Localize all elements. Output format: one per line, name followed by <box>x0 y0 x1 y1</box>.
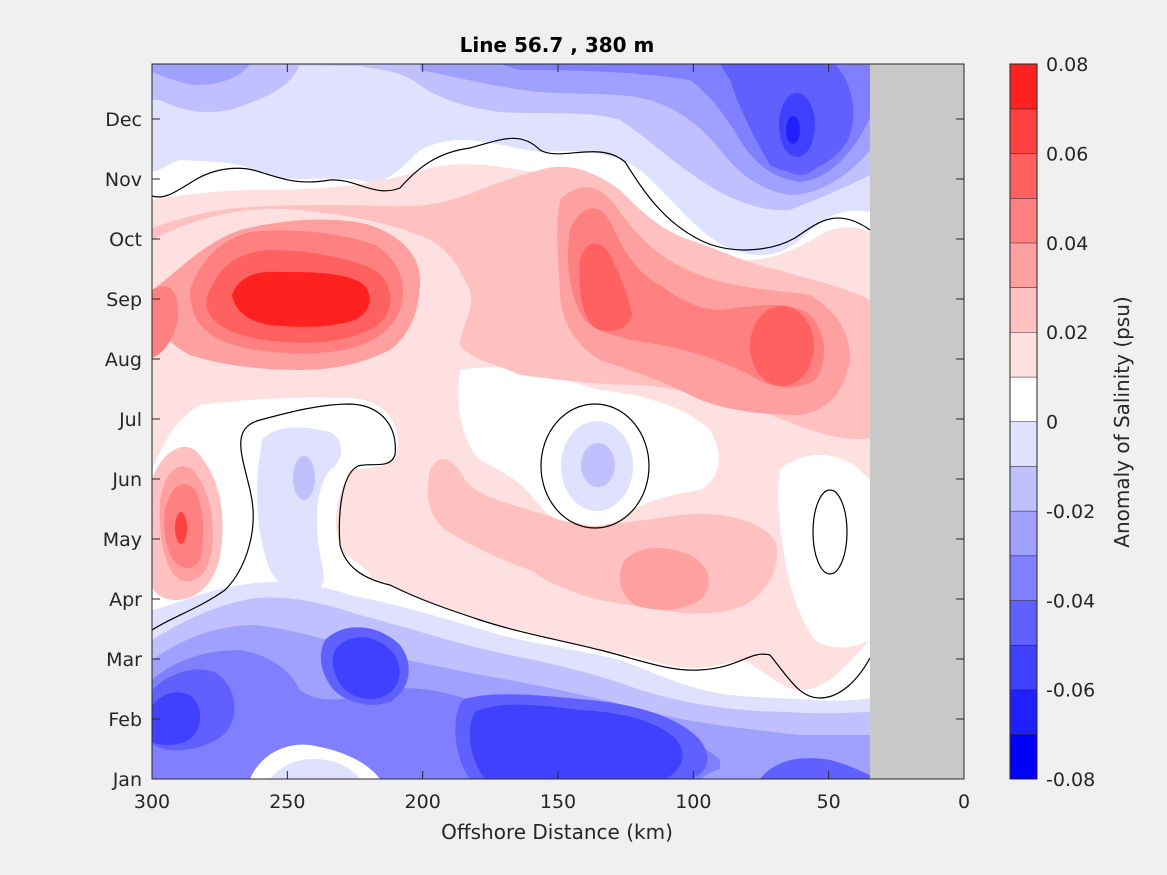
contour-fill-zero-right <box>777 455 870 648</box>
colorbar-band <box>1010 421 1037 467</box>
contour-fill-pos5b <box>579 243 632 332</box>
contour-fill-neg6-early <box>152 692 201 746</box>
contour-plot <box>152 64 870 779</box>
y-tick-label: Feb <box>108 709 142 731</box>
contour-fill-neg-junleft <box>256 427 342 594</box>
y-tick-label: Aug <box>105 349 142 371</box>
colorbar-band <box>1010 153 1037 199</box>
colorbar-band <box>1010 689 1037 735</box>
colorbar <box>1010 63 1037 779</box>
colorbar-band <box>1010 64 1037 109</box>
colorbar-band <box>1010 242 1037 288</box>
colorbar-tick-label: -0.04 <box>1046 590 1095 612</box>
colorbar-box <box>1009 63 1038 780</box>
contour-fill-neg-janright2 <box>700 766 760 779</box>
colorbar-tick-label: 0.02 <box>1046 322 1088 344</box>
x-tick-label: 150 <box>540 791 576 813</box>
x-tick-label: 250 <box>269 791 305 813</box>
x-tick-label: 300 <box>134 791 170 813</box>
contour-fill-pos4 <box>152 286 179 358</box>
contour-fill-neg2-junleft <box>293 456 315 500</box>
y-tick-label: Jun <box>111 469 142 491</box>
colorbar-tick-label: 0.08 <box>1046 54 1088 76</box>
contour-fill-pos-may4 <box>175 512 187 544</box>
colorbar-tick-label: 0.04 <box>1046 233 1088 255</box>
contour-fill-neg6c-early <box>469 704 683 779</box>
contour-fill-pos5c <box>750 306 814 386</box>
contour-fill-neg6b-early <box>332 637 400 699</box>
x-tick-label: 200 <box>405 791 441 813</box>
colorbar-band <box>1010 198 1037 243</box>
contour-fill-neg7-dec <box>786 116 800 144</box>
colorbar-band <box>1010 734 1037 779</box>
contour-fill-neg2-topleft <box>152 64 250 85</box>
colorbar-band <box>1010 287 1037 333</box>
contour-fill-neg-janright <box>760 758 870 779</box>
colorbar-band <box>1010 466 1037 511</box>
x-tick-label: 0 <box>958 791 970 813</box>
contour-line-zero-jul <box>152 403 870 699</box>
y-axis: Jan Feb Mar Apr May Jun Jul Aug Sep Oct Nov Dec <box>103 109 964 791</box>
contour-fill-pos-apr2 <box>619 548 709 610</box>
colorbar-tick-label: 0 <box>1046 412 1058 434</box>
chart-title: Line 56.7 , 380 m <box>460 33 655 57</box>
colorbar-band <box>1010 555 1037 601</box>
colorbar-label: Anomaly of Salinity (psu) <box>1110 296 1134 547</box>
no-data-region <box>870 64 964 779</box>
colorbar-band <box>1010 376 1037 422</box>
contour-fill-pos6 <box>232 271 370 327</box>
contour-fill-neg2-jun <box>581 443 615 487</box>
x-tick-label: 50 <box>817 791 841 813</box>
y-tick-label: Oct <box>109 229 142 251</box>
colorbar-tick-label: -0.08 <box>1046 769 1095 791</box>
y-tick-label: Sep <box>106 289 142 311</box>
colorbar-tick-label: -0.06 <box>1046 680 1095 702</box>
colorbar-tick-label: -0.02 <box>1046 501 1095 523</box>
contour-line-zero-jun <box>540 403 650 529</box>
colorbar-band <box>1010 332 1037 377</box>
colorbar-tick-label: 0.06 <box>1046 143 1088 165</box>
y-tick-label: May <box>103 529 142 551</box>
x-axis: 300 250 200 150 100 50 0 <box>134 64 970 813</box>
x-tick-label: 100 <box>675 791 711 813</box>
contour-line-zero-may <box>812 489 848 575</box>
y-tick-label: Apr <box>109 589 142 611</box>
colorbar-band <box>1010 600 1037 645</box>
colorbar-band <box>1010 108 1037 154</box>
colorbar-ticks: 0.08 0.06 0.04 0.02 0 -0.02 -0.04 -0.06 -0.08 <box>1046 54 1095 791</box>
y-tick-label: Jul <box>118 409 142 431</box>
contour-fill-neg-dec-spot <box>341 124 375 168</box>
colorbar-band <box>1010 644 1037 690</box>
contour-line-zero-nov <box>152 137 870 251</box>
y-tick-label: Mar <box>106 649 142 671</box>
y-tick-label: Nov <box>105 169 142 191</box>
y-tick-label: Dec <box>105 109 142 131</box>
x-axis-label: Offshore Distance (km) <box>441 820 673 844</box>
y-tick-label: Jan <box>112 769 142 791</box>
contour-fill-neg1-janmid <box>270 758 360 779</box>
colorbar-band <box>1010 510 1037 556</box>
